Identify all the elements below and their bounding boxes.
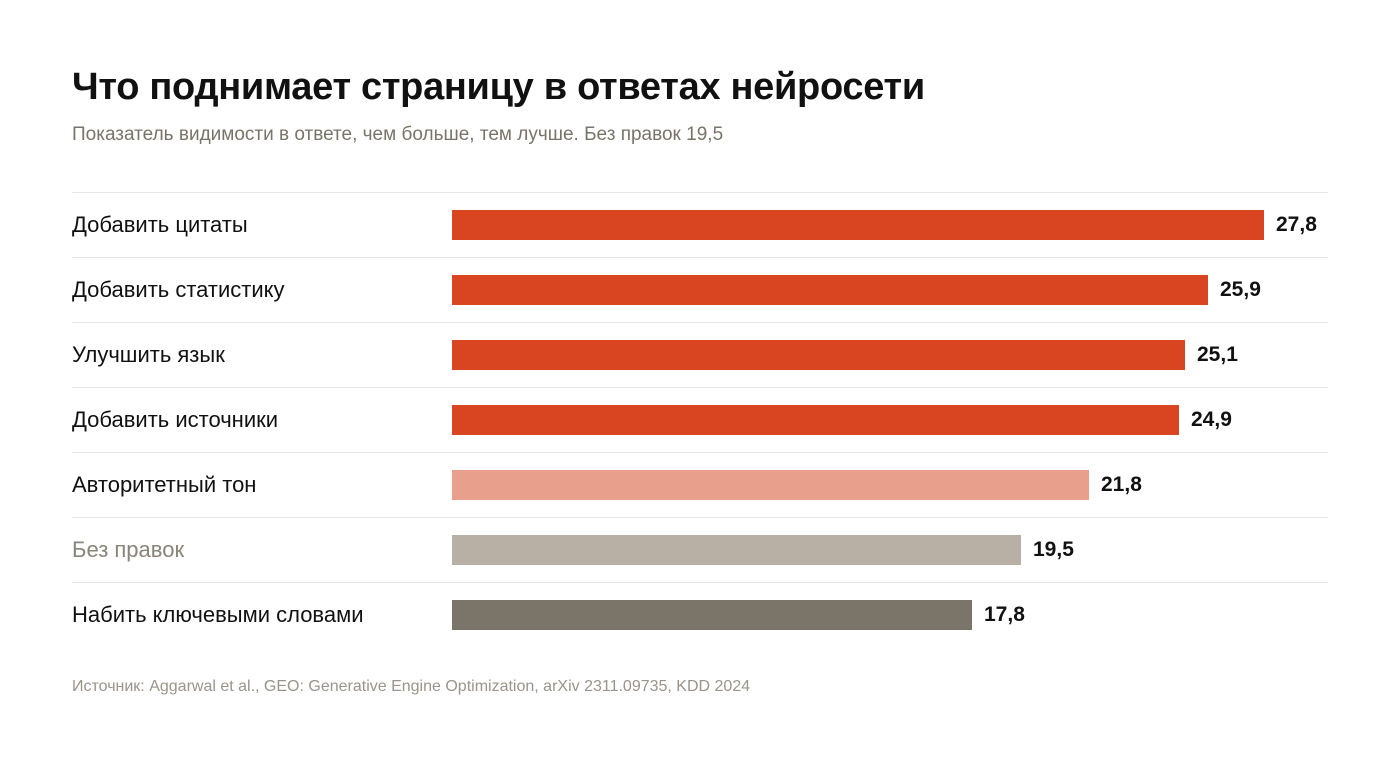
value-label: 24,9 — [1191, 408, 1232, 431]
value-label: 27,8 — [1276, 213, 1317, 236]
category-label: Авторитетный тон — [72, 472, 257, 497]
bar-chart: Добавить цитаты 27,8 Добавить статистику 25… — [72, 192, 1328, 647]
category-label: Без правок — [72, 537, 185, 562]
bar-track: 27,8 — [452, 210, 1328, 240]
chart-row: Без правок 19,5 — [72, 517, 1328, 582]
chart-row: Авторитетный тон 21,8 — [72, 452, 1328, 517]
value-label: 25,9 — [1220, 278, 1261, 301]
bar-track: 19,5 — [452, 535, 1328, 565]
value-label: 17,8 — [984, 603, 1025, 626]
value-label: 19,5 — [1033, 538, 1074, 561]
bar-track: 25,9 — [452, 275, 1328, 305]
value-label: 21,8 — [1101, 473, 1142, 496]
category-label: Добавить источники — [72, 407, 279, 432]
chart-title: Что поднимает страницу в ответах нейросе… — [72, 66, 925, 108]
bar — [452, 275, 1208, 305]
bar-track: 21,8 — [452, 470, 1328, 500]
category-label: Добавить цитаты — [72, 212, 248, 237]
bar — [452, 210, 1264, 240]
chart-row: Набить ключевыми словами 17,8 — [72, 582, 1328, 647]
bar-track: 25,1 — [452, 340, 1328, 370]
category-label: Набить ключевыми словами — [72, 602, 364, 627]
chart-row: Добавить источники 24,9 — [72, 387, 1328, 452]
chart-row: Добавить цитаты 27,8 — [72, 192, 1328, 257]
bar-track: 24,9 — [452, 405, 1328, 435]
bar — [452, 470, 1089, 500]
chart-row: Улучшить язык 25,1 — [72, 322, 1328, 387]
bar — [452, 535, 1021, 565]
category-label: Добавить статистику — [72, 277, 285, 302]
source-note: Источник: Aggarwal et al., GEO: Generati… — [72, 678, 751, 695]
bar — [452, 600, 972, 630]
chart-subtitle: Показатель видимости в ответе, чем больш… — [72, 124, 724, 145]
bar — [452, 405, 1179, 435]
category-label: Улучшить язык — [72, 342, 225, 367]
bar-track: 17,8 — [452, 600, 1328, 630]
bar — [452, 340, 1185, 370]
value-label: 25,1 — [1197, 343, 1238, 366]
chart-row: Добавить статистику 25,9 — [72, 257, 1328, 322]
